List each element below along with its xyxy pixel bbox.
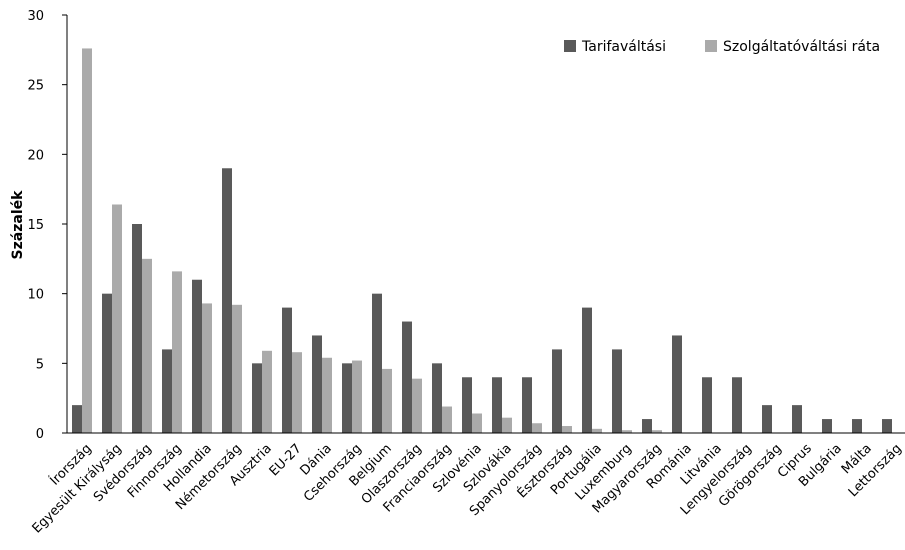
bar-szolgaltatovaltasi-10 bbox=[382, 368, 392, 433]
bar-szolgaltatovaltasi-9 bbox=[352, 360, 362, 433]
bar-szolgaltatovaltasi-12 bbox=[442, 406, 452, 433]
bar-szolgaltatovaltasi-15 bbox=[532, 423, 542, 433]
bar-tarifavaltasi-4 bbox=[192, 279, 202, 433]
bars bbox=[72, 48, 892, 433]
y-tick-label: 5 bbox=[36, 357, 44, 372]
bar-tarifavaltasi-9 bbox=[342, 363, 352, 433]
bar-szolgaltatovaltasi-11 bbox=[412, 378, 422, 433]
bar-tarifavaltasi-1 bbox=[102, 293, 112, 433]
bar-tarifavaltasi-13 bbox=[462, 377, 472, 433]
bar-tarifavaltasi-6 bbox=[252, 363, 262, 433]
bar-tarifavaltasi-16 bbox=[552, 349, 562, 433]
bar-tarifavaltasi-10 bbox=[372, 293, 382, 433]
bar-szolgaltatovaltasi-5 bbox=[232, 304, 242, 433]
bar-tarifavaltasi-17 bbox=[582, 307, 592, 433]
legend-swatch-tarifavaltasi bbox=[564, 40, 576, 52]
legend: Tarifaváltási Szolgáltatóváltási ráta bbox=[564, 39, 880, 55]
legend-swatch-szolgaltatovaltasi bbox=[705, 40, 717, 52]
bar-szolgaltatovaltasi-3 bbox=[172, 271, 182, 433]
bar-tarifavaltasi-23 bbox=[762, 405, 772, 433]
bar-tarifavaltasi-0 bbox=[72, 405, 82, 433]
bar-szolgaltatovaltasi-2 bbox=[142, 258, 152, 433]
y-tick-label: 0 bbox=[36, 427, 44, 442]
bar-tarifavaltasi-15 bbox=[522, 377, 532, 433]
bar-tarifavaltasi-19 bbox=[642, 419, 652, 433]
bar-tarifavaltasi-18 bbox=[612, 349, 622, 433]
bar-szolgaltatovaltasi-16 bbox=[562, 426, 572, 433]
y-tick-label: 10 bbox=[27, 288, 44, 303]
bar-tarifavaltasi-14 bbox=[492, 377, 502, 433]
y-ticks: 0 5 10 15 20 25 30 bbox=[27, 9, 67, 442]
bar-szolgaltatovaltasi-17 bbox=[592, 428, 602, 433]
y-axis-label: Százalék bbox=[10, 190, 26, 260]
bar-tarifavaltasi-2 bbox=[132, 224, 142, 433]
legend-label-tarifavaltasi: Tarifaváltási bbox=[581, 39, 666, 55]
y-tick-label: 25 bbox=[27, 79, 44, 94]
bar-tarifavaltasi-8 bbox=[312, 335, 322, 433]
bar-szolgaltatovaltasi-7 bbox=[292, 352, 302, 433]
bar-tarifavaltasi-21 bbox=[702, 377, 712, 433]
bar-szolgaltatovaltasi-8 bbox=[322, 357, 332, 433]
y-tick-label: 20 bbox=[27, 148, 44, 163]
bar-tarifavaltasi-24 bbox=[792, 405, 802, 433]
bar-tarifavaltasi-11 bbox=[402, 321, 412, 433]
y-tick-label: 30 bbox=[27, 9, 44, 24]
bar-tarifavaltasi-7 bbox=[282, 307, 292, 433]
bar-szolgaltatovaltasi-19 bbox=[652, 430, 662, 433]
bar-szolgaltatovaltasi-1 bbox=[112, 204, 122, 433]
bar-tarifavaltasi-20 bbox=[672, 335, 682, 433]
bar-szolgaltatovaltasi-0 bbox=[82, 48, 92, 433]
bar-szolgaltatovaltasi-4 bbox=[202, 303, 212, 433]
bar-szolgaltatovaltasi-6 bbox=[262, 350, 272, 433]
bar-tarifavaltasi-27 bbox=[882, 419, 892, 433]
bar-tarifavaltasi-22 bbox=[732, 377, 742, 433]
bar-tarifavaltasi-3 bbox=[162, 349, 172, 433]
bar-tarifavaltasi-26 bbox=[852, 419, 862, 433]
bar-tarifavaltasi-12 bbox=[432, 363, 442, 433]
bar-szolgaltatovaltasi-13 bbox=[472, 413, 482, 433]
y-tick-label: 15 bbox=[27, 218, 44, 233]
x-tick-label: EU-27 bbox=[267, 441, 305, 479]
bar-tarifavaltasi-5 bbox=[222, 168, 232, 433]
legend-label-szolgaltatovaltasi: Szolgáltatóváltási ráta bbox=[723, 39, 880, 55]
bar-szolgaltatovaltasi-14 bbox=[502, 417, 512, 433]
bar-szolgaltatovaltasi-18 bbox=[622, 430, 632, 433]
bar-tarifavaltasi-25 bbox=[822, 419, 832, 433]
